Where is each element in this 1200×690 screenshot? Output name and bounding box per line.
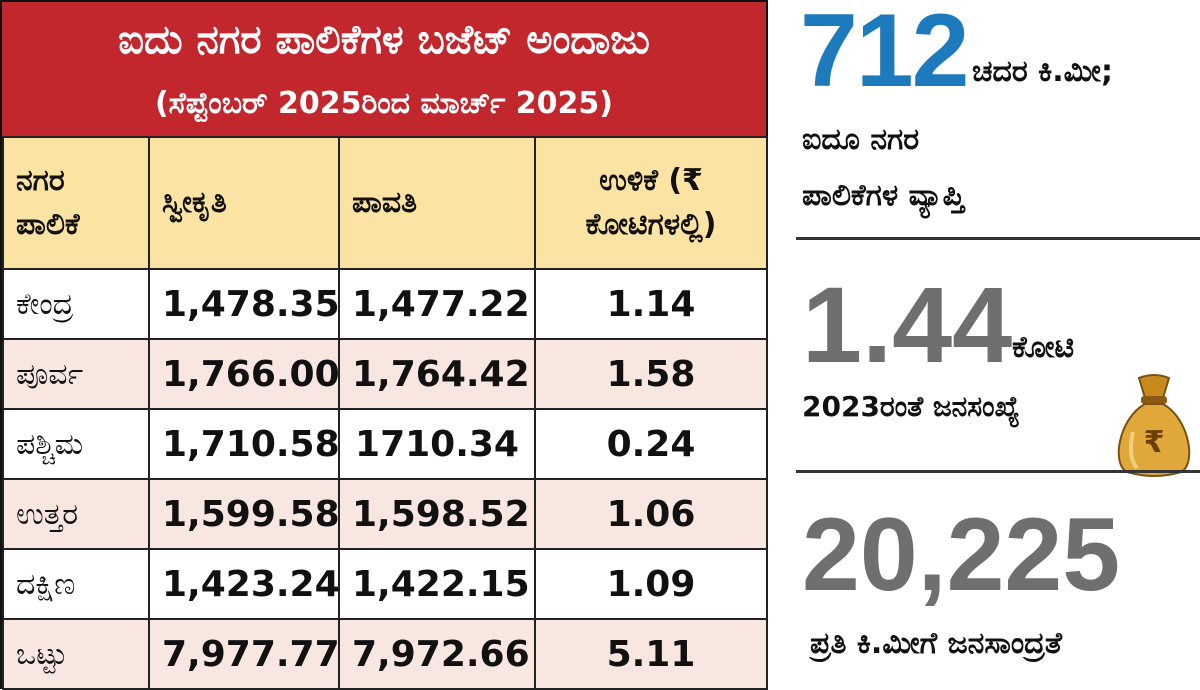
page-title: ಐದು ನಗರ ಪಾಲಿಕೆಗಳ ಬಜೆಟ್ ಅಂದಾಜು xyxy=(118,17,650,63)
row-received: 1,766.00 xyxy=(148,338,340,410)
population-unit: ಕೋಟಿ xyxy=(1012,330,1075,365)
table-row: ಪೂರ್ವ 1,766.00 1,764.42 1.58 xyxy=(2,338,768,410)
row-balance: 5.11 xyxy=(534,618,768,690)
area-desc-line1: ಐದೂ ನಗರ xyxy=(802,122,920,157)
area-description: ಐದೂ ನಗರ ಪಾಲಿಕೆಗಳ ವ್ಯಾಪ್ತಿ xyxy=(802,112,964,224)
row-balance: 1.09 xyxy=(534,548,768,620)
population-description: 2023ರಂತೆ ಜನಸಂಖ್ಯೆ xyxy=(802,390,1020,423)
area-value: 712 xyxy=(800,0,970,109)
row-received: 1,710.58 xyxy=(148,408,340,480)
row-paid: 1,598.52 xyxy=(338,478,536,550)
table-row-total: ಒಟ್ಟು 7,977.77 7,972.66 5.11 xyxy=(2,618,768,690)
row-balance: 0.24 xyxy=(534,408,768,480)
header-corporation: ನಗರ ಪಾಲಿಕೆ xyxy=(2,136,150,270)
density-description: ಪ್ರತಿ ಕಿ.ಮೀಗೆ ಜನಸಾಂದ್ರತೆ xyxy=(810,626,1062,661)
row-paid: 1,764.42 xyxy=(338,338,536,410)
header-balance: ಉಳಿಕೆ (₹ ಕೋಟಿಗಳಲ್ಲಿ) xyxy=(534,136,768,270)
table-row: ಪಶ್ಚಿಮ 1,710.58 1710.34 0.24 xyxy=(2,408,768,480)
header-received: ಸ್ವೀಕೃತಿ xyxy=(148,136,340,270)
density-value: 20,225 xyxy=(802,497,1121,613)
page-subtitle: (ಸೆಪ್ಟೆಂಬರ್ 2025ರಿಂದ ಮಾರ್ಚ್ 2025) xyxy=(154,86,614,121)
row-paid: 1,477.22 xyxy=(338,268,536,340)
row-paid: 1710.34 xyxy=(338,408,536,480)
table-row: ದಕ್ಷಿಣ 1,423.24 1,422.15 1.09 xyxy=(2,548,768,620)
row-name: ಪೂರ್ವ xyxy=(2,338,150,410)
row-balance: 1.58 xyxy=(534,338,768,410)
area-desc-line2: ಪಾಲಿಕೆಗಳ ವ್ಯಾಪ್ತಿ xyxy=(802,178,965,213)
budget-table-panel: ಐದು ನಗರ ಪಾಲಿಕೆಗಳ ಬಜೆಟ್ ಅಂದಾಜು (ಸೆಪ್ಟೆಂಬರ… xyxy=(0,0,768,690)
budget-table: ನಗರ ಪಾಲಿಕೆ ಸ್ವೀಕೃತಿ ಪಾವತಿ ಉಳಿಕೆ (₹ ಕೋಟಿಗ… xyxy=(2,136,768,690)
stats-panel: 712 ಚದರ ಕಿ.ಮೀ; ಐದೂ ನಗರ ಪಾಲಿಕೆಗಳ ವ್ಯಾಪ್ತಿ… xyxy=(790,0,1200,689)
table-row: ಉತ್ತರ 1,599.58 1,598.52 1.06 xyxy=(2,478,768,550)
row-paid: 1,422.15 xyxy=(338,548,536,620)
rupee-icon: ₹ xyxy=(1144,425,1165,460)
row-name: ದಕ್ಷಿಣ xyxy=(2,548,150,620)
row-received: 1,478.35 xyxy=(148,268,340,340)
row-name: ಒಟ್ಟು xyxy=(2,618,150,690)
header-paid: ಪಾವತಿ xyxy=(338,136,536,270)
population-value: 1.44 xyxy=(802,264,1013,385)
row-received: 1,423.24 xyxy=(148,548,340,620)
row-balance: 1.14 xyxy=(534,268,768,340)
row-name: ಉತ್ತರ xyxy=(2,478,150,550)
row-balance: 1.06 xyxy=(534,478,768,550)
row-name: ಕೇಂದ್ರ xyxy=(2,268,150,340)
area-unit: ಚದರ ಕಿ.ಮೀ; xyxy=(972,54,1113,89)
money-bag-icon: ₹ xyxy=(1117,374,1191,477)
row-received: 7,977.77 xyxy=(148,618,340,690)
table-row: ಕೇಂದ್ರ 1,478.35 1,477.22 1.14 xyxy=(2,268,768,340)
row-paid: 7,972.66 xyxy=(338,618,536,690)
divider xyxy=(796,237,1200,240)
table-header-row: ನಗರ ಪಾಲಿಕೆ ಸ್ವೀಕೃತಿ ಪಾವತಿ ಉಳಿಕೆ (₹ ಕೋಟಿಗ… xyxy=(2,136,768,270)
row-received: 1,599.58 xyxy=(148,478,340,550)
divider xyxy=(796,470,1200,473)
title-banner: ಐದು ನಗರ ಪಾಲಿಕೆಗಳ ಬಜೆಟ್ ಅಂದಾಜು (ಸೆಪ್ಟೆಂಬರ… xyxy=(2,2,766,136)
row-name: ಪಶ್ಚಿಮ xyxy=(2,408,150,480)
